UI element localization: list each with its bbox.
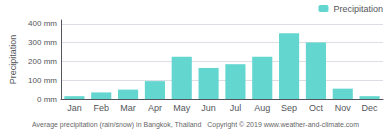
svg-text:Dec: Dec [362, 103, 379, 113]
svg-text:300 mm: 300 mm [28, 38, 57, 47]
svg-text:Mar: Mar [120, 103, 136, 113]
svg-text:Average precipitation (rain/sn: Average precipitation (rain/snow) in Ban… [32, 121, 359, 129]
svg-text:Apr: Apr [148, 103, 162, 113]
svg-text:200 mm: 200 mm [28, 57, 57, 66]
svg-text:Nov: Nov [335, 103, 352, 113]
svg-text:400 mm: 400 mm [28, 19, 57, 28]
svg-text:Oct: Oct [309, 103, 324, 113]
svg-text:0 mm: 0 mm [37, 95, 57, 104]
svg-text:Jun: Jun [201, 103, 216, 113]
svg-text:Precipitation: Precipitation [8, 35, 18, 85]
svg-text:100 mm: 100 mm [28, 76, 57, 85]
svg-text:Jul: Jul [230, 103, 242, 113]
svg-text:Aug: Aug [254, 103, 270, 113]
svg-text:Sep: Sep [281, 103, 297, 113]
svg-text:Precipitation: Precipitation [333, 4, 383, 14]
svg-text:Feb: Feb [93, 103, 109, 113]
svg-text:May: May [173, 103, 191, 113]
svg-text:Jan: Jan [67, 103, 82, 113]
